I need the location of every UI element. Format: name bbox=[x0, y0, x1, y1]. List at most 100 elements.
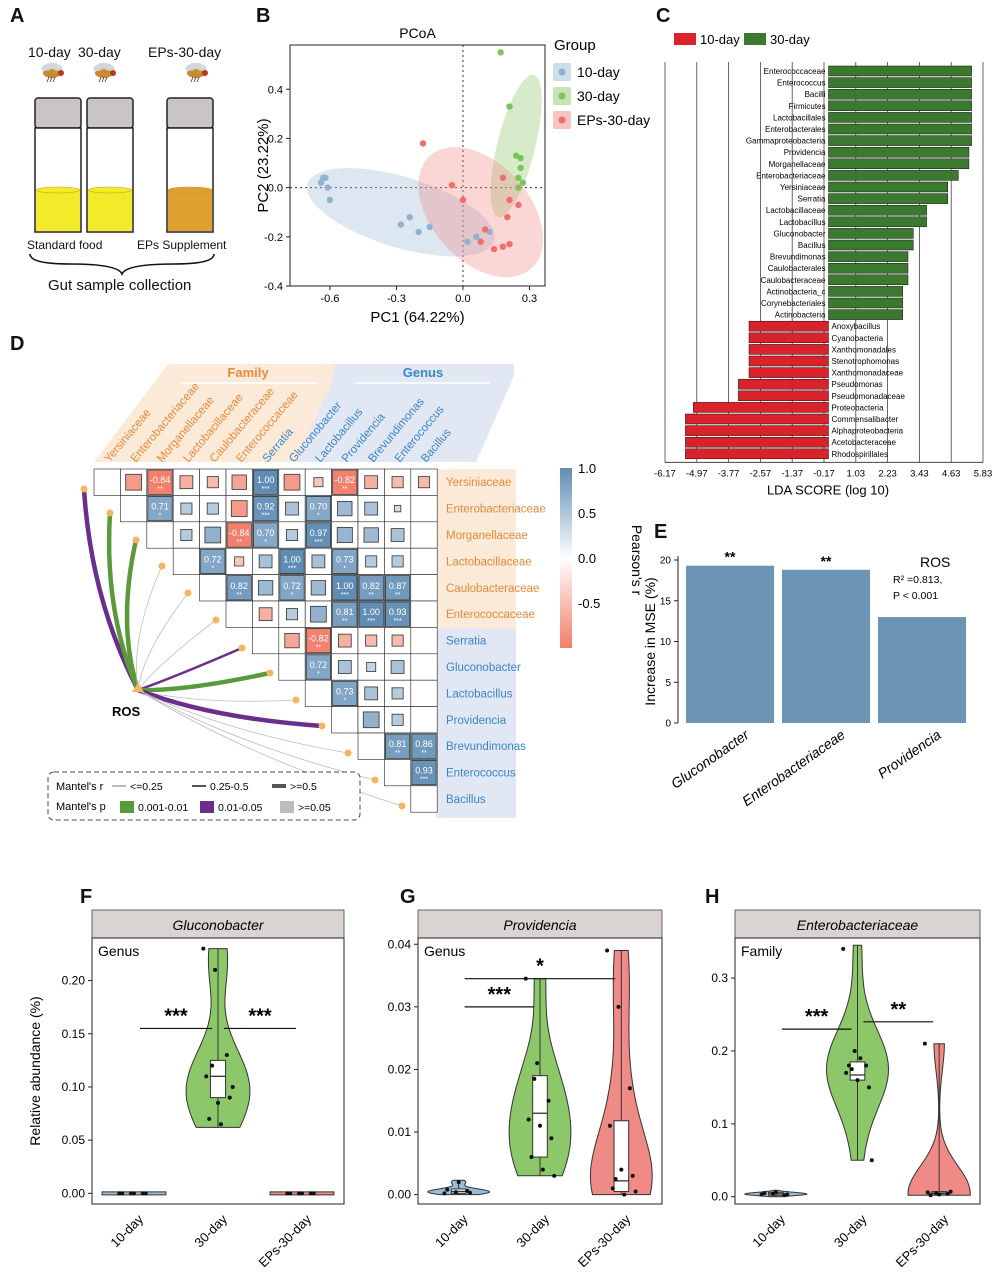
heatmap-cell bbox=[384, 759, 412, 787]
heatmap-square bbox=[366, 662, 377, 672]
violin-point bbox=[855, 1078, 860, 1083]
panel-labels: A B C D E F G H bbox=[10, 5, 719, 908]
pcoa-point-eps bbox=[499, 243, 507, 250]
violin-ytick-label: 0.15 bbox=[62, 1027, 86, 1041]
pcoa-point-d10 bbox=[426, 223, 433, 231]
fly-eye bbox=[202, 70, 208, 76]
lda-bar-label: Pseudomonadaceae bbox=[832, 392, 906, 401]
rf-bar bbox=[878, 617, 966, 723]
lda-bar-label: Actinobacteria bbox=[775, 311, 826, 320]
heatmap-value: -0.84 bbox=[229, 528, 250, 538]
violin-point bbox=[117, 1191, 122, 1196]
heatmap-cell bbox=[304, 679, 332, 707]
violin-strip-title: Gluconobacter bbox=[172, 917, 264, 933]
violin-point bbox=[204, 1074, 209, 1079]
heatmap-value: 0.72 bbox=[204, 554, 222, 564]
heatmap-square bbox=[206, 476, 219, 489]
lda-bar-label: Serratia bbox=[797, 195, 826, 204]
panel-label-e: E bbox=[654, 521, 667, 543]
violin-point bbox=[311, 1191, 316, 1196]
heatmap-sig: * bbox=[317, 513, 320, 520]
vial-food-top bbox=[35, 186, 81, 194]
fly-icons bbox=[41, 62, 208, 83]
heatmap-value: 0.72 bbox=[283, 581, 301, 591]
lda-bar-label: Providencia bbox=[784, 148, 826, 157]
heatmap-row-label: Enterococcus bbox=[446, 768, 516, 780]
violin-ytick-label: 0.00 bbox=[388, 1188, 412, 1202]
pcoa-point-d30 bbox=[515, 174, 522, 181]
heatmap-cell bbox=[410, 495, 438, 523]
violin-point bbox=[532, 1076, 537, 1081]
heatmap-square bbox=[231, 474, 247, 490]
violin-point bbox=[120, 1191, 125, 1196]
lda-bar bbox=[828, 146, 970, 158]
rf-ytick-label: 10 bbox=[660, 637, 672, 648]
pcoa-legend-title: Group bbox=[554, 37, 596, 54]
violin-ytick-label: 0.03 bbox=[388, 1000, 412, 1014]
violin-point bbox=[785, 1192, 790, 1197]
lda-bar-label: Firmicutes bbox=[789, 102, 826, 111]
violin-category-label: 10-day bbox=[107, 1211, 146, 1250]
heatmap-square bbox=[258, 607, 273, 622]
violin-point bbox=[869, 1158, 874, 1163]
lda-bar bbox=[748, 320, 829, 332]
mantel-node bbox=[238, 644, 246, 652]
violin-strip-title: Providencia bbox=[503, 917, 576, 933]
heatmap-square bbox=[336, 527, 353, 543]
heatmap-value: 0.82 bbox=[230, 581, 248, 591]
heatmap-sig: ** bbox=[236, 592, 242, 599]
lda-xtick-label: -3.77 bbox=[718, 468, 740, 479]
mantel-node bbox=[266, 669, 274, 677]
violin-point bbox=[928, 1193, 933, 1198]
violin-point bbox=[622, 1192, 627, 1197]
violin-ytick-label: 0.3 bbox=[711, 971, 728, 985]
heatmap-row-label: Bacillus bbox=[446, 794, 486, 806]
mantel-node bbox=[184, 589, 192, 597]
lda-bar bbox=[685, 436, 829, 448]
heatmap-cell bbox=[278, 653, 306, 681]
heatmap-square bbox=[364, 501, 379, 516]
heatmap-sig: ** bbox=[368, 592, 374, 599]
lda-bar bbox=[828, 88, 972, 100]
violin-box bbox=[209, 1059, 227, 1099]
heatmap-sig: *** bbox=[262, 513, 270, 520]
heatmap-square bbox=[252, 495, 279, 522]
lda-bar-label: Brevundimonas bbox=[770, 253, 826, 262]
genus-row-band bbox=[436, 628, 516, 818]
lda-xlabel: LDA SCORE (log 10) bbox=[767, 482, 889, 497]
violin-point bbox=[616, 1004, 621, 1009]
heatmap-square bbox=[418, 476, 430, 489]
lda-bar-label: Bacilli bbox=[805, 90, 826, 99]
violin-point bbox=[300, 1191, 304, 1196]
fly-leg bbox=[46, 76, 50, 83]
lda-bar-label: Lactobacillaceae bbox=[766, 206, 826, 215]
heatmap-cell bbox=[331, 706, 359, 734]
heatmap-cell bbox=[410, 468, 438, 496]
lda-xtick-label: 4.63 bbox=[942, 468, 961, 479]
collection-brace bbox=[29, 253, 215, 277]
lda-bar-label: Stenotrophomonas bbox=[832, 357, 900, 366]
violin-point bbox=[633, 1189, 638, 1194]
pcoa-point-d10 bbox=[464, 238, 471, 245]
heatmap-square bbox=[226, 522, 252, 548]
pcoa-legend-label: EPs-30-day bbox=[577, 112, 650, 128]
violin-point bbox=[619, 1167, 624, 1172]
heatmap-square bbox=[200, 548, 226, 575]
heatmap-value: -0.84 bbox=[150, 475, 171, 485]
lda-bar bbox=[828, 286, 903, 297]
heatmap-value: -0.82 bbox=[335, 475, 356, 485]
lda-bar bbox=[748, 344, 829, 355]
lda-bar-label: Actinobacteria_c bbox=[766, 287, 825, 296]
panel-label-h: H bbox=[705, 886, 719, 908]
violin-ylabel: Relative abundance (%) bbox=[27, 996, 43, 1145]
violin-sig-label: * bbox=[536, 956, 544, 978]
pcoa-point-eps bbox=[490, 245, 498, 253]
vial bbox=[166, 97, 214, 233]
violin-ytick-label: 0.00 bbox=[62, 1186, 86, 1200]
lda-bar bbox=[685, 413, 829, 425]
lda-legend-label: 10-day bbox=[700, 32, 740, 47]
pcoa-point-eps bbox=[506, 240, 513, 248]
heatmap-cell bbox=[410, 785, 438, 813]
lda-bar bbox=[828, 170, 959, 181]
mantel-legend-p-label: 0.001-0.01 bbox=[138, 802, 188, 814]
